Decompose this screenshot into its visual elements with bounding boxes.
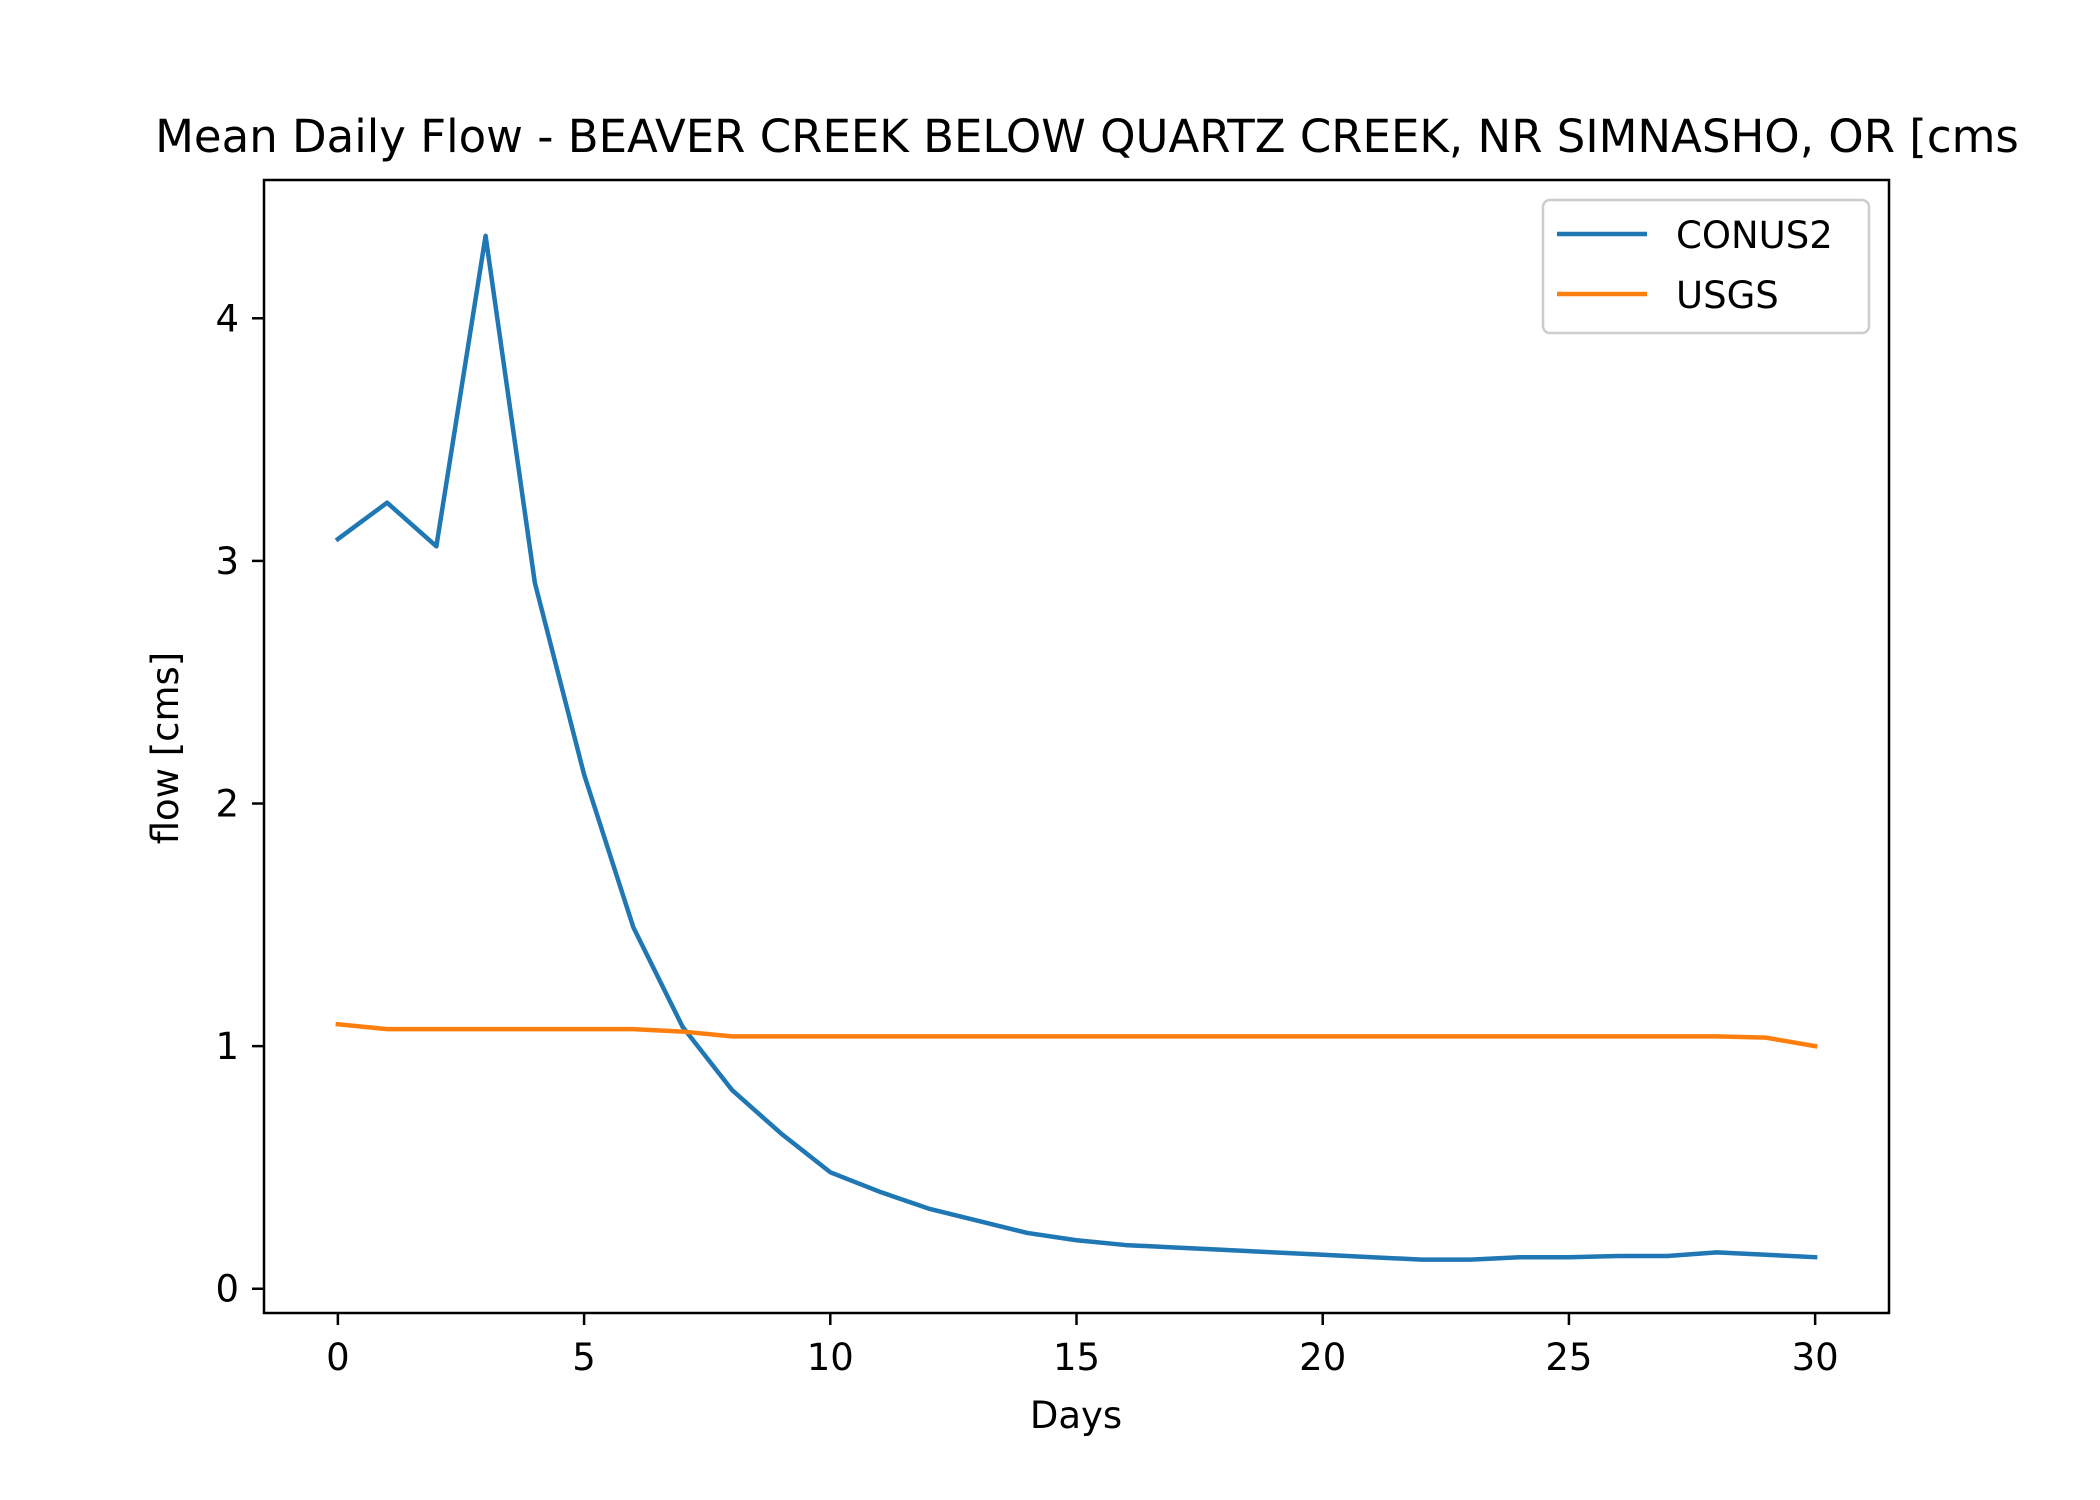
y-tick-label: 0 bbox=[215, 1268, 239, 1311]
y-tick-label: 3 bbox=[215, 540, 239, 583]
plot-area bbox=[334, 233, 1818, 1262]
y-tick-label: 2 bbox=[215, 783, 239, 826]
legend-label-conus2: CONUS2 bbox=[1676, 214, 1833, 257]
x-tick-label: 25 bbox=[1545, 1336, 1592, 1379]
x-tick-label: 20 bbox=[1299, 1336, 1346, 1379]
x-tick-label: 0 bbox=[326, 1336, 350, 1379]
legend-label-usgs: USGS bbox=[1676, 274, 1779, 317]
x-axis-ticks: 0 5 10 15 20 25 30 bbox=[326, 1313, 1839, 1379]
x-tick-label: 30 bbox=[1792, 1336, 1839, 1379]
legend: CONUS2 USGS bbox=[1541, 198, 1871, 335]
series-line-usgs bbox=[335, 1021, 1818, 1049]
chart-title: Mean Daily Flow - BEAVER CREEK BELOW QUA… bbox=[155, 110, 2019, 163]
x-tick-label: 10 bbox=[807, 1336, 854, 1379]
x-axis-label: Days bbox=[1030, 1394, 1122, 1437]
y-tick-label: 4 bbox=[215, 297, 239, 340]
x-tick-label: 15 bbox=[1053, 1336, 1100, 1379]
series-line-conus2 bbox=[334, 233, 1818, 1262]
y-axis-label: flow [cms] bbox=[144, 652, 187, 845]
y-tick-label: 1 bbox=[215, 1025, 239, 1068]
x-tick-label: 5 bbox=[572, 1336, 596, 1379]
y-axis-ticks: 0 1 2 3 4 bbox=[215, 297, 264, 1311]
